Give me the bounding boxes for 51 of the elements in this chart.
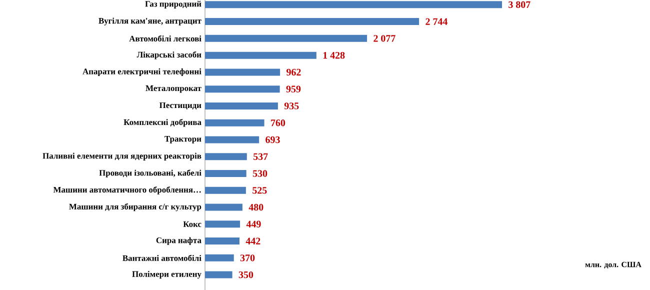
y-tick-label: Лікарські засоби [136, 51, 202, 60]
data-label: 350 [238, 271, 254, 278]
data-label: 525 [252, 187, 267, 194]
y-tick-label: Машини для збирання с/г культур [69, 203, 202, 212]
y-tick-label: Вантажні автомобілі [122, 254, 202, 261]
bar [205, 170, 246, 178]
y-tick-label: Автомобілі легкові [129, 35, 202, 42]
bar [205, 153, 247, 160]
bar [205, 68, 280, 76]
y-tick-label: Кокс [183, 221, 202, 227]
bar [205, 136, 260, 144]
bar [205, 119, 264, 126]
y-tick-label: Металопрокат [146, 85, 202, 93]
bar [205, 238, 240, 245]
y-tick-label: Сира нафта [156, 237, 202, 245]
data-label: 693 [266, 136, 280, 144]
bar [205, 86, 280, 93]
data-label: 537 [253, 153, 268, 160]
y-tick-label: Апарати електричні телефонні [82, 68, 202, 76]
data-label: 760 [271, 119, 286, 126]
bar [205, 1, 502, 8]
bar [205, 271, 232, 278]
data-label: 442 [246, 238, 260, 244]
bar [205, 52, 316, 59]
bar [205, 102, 278, 110]
y-tick-label: Проводи ізольовані, кабелі [99, 170, 202, 178]
y-tick-label: Пестициди [159, 102, 202, 110]
y-tick-label: Машини автоматичного оброблення… [53, 186, 201, 194]
bar [205, 18, 420, 26]
bar [205, 254, 234, 262]
y-tick-label: Комплексні добрива [124, 118, 202, 127]
y-tick-label: Газ природний [145, 0, 202, 8]
data-label: 480 [248, 204, 264, 211]
y-tick-label: Вугілля кам'яне, антрацит [98, 18, 202, 26]
bar [205, 220, 240, 228]
data-label: 370 [240, 254, 255, 262]
data-label: 2 077 [374, 35, 396, 42]
data-label: 3 807 [508, 1, 530, 8]
data-label: 962 [286, 68, 301, 76]
y-tick-label: Паливні елементи для ядерних реакторів [42, 152, 202, 160]
data-label: 1 428 [323, 52, 345, 59]
bar [205, 34, 368, 42]
data-label: 530 [252, 170, 268, 177]
y-tick-label: Трактори [164, 136, 202, 144]
y-tick-label: Полімери етилену [132, 270, 202, 279]
data-label: 2 744 [426, 18, 448, 25]
bar [205, 186, 246, 194]
data-label: 959 [286, 86, 301, 92]
bar [205, 204, 242, 211]
data-label: 449 [246, 220, 261, 228]
data-label: 935 [284, 102, 299, 110]
